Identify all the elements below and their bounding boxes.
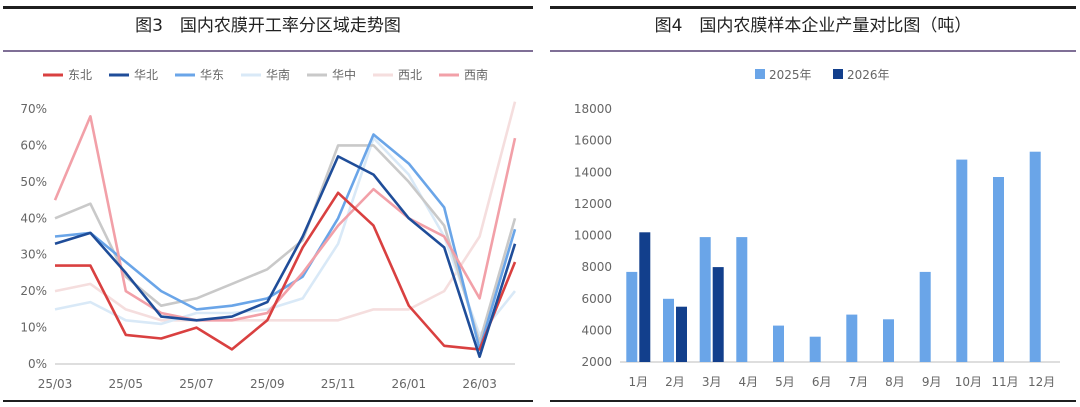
- y-tick-label: 12000: [574, 197, 612, 211]
- y-tick-label: 8000: [581, 260, 612, 274]
- bottom-rule: [550, 400, 1076, 402]
- bar-chart-canvas: 2000 4000 6000 8000 10000 12000 14000 16000 1800…: [574, 68, 1060, 389]
- right-chart-panel: 图4 国内农膜样本企业产量对比图（吨） 2000 4000 6000 8000 1000…: [550, 6, 1076, 402]
- legend-label: 华东: [200, 68, 224, 82]
- y-tick-label: 18000: [574, 102, 612, 116]
- top-rule: [3, 6, 533, 9]
- bar-2026年-1月: [639, 232, 651, 362]
- legend-swatch: [755, 69, 765, 79]
- x-tick-label: 11月: [991, 375, 1018, 389]
- legend-label: 东北: [68, 68, 92, 82]
- series-line-西南: [53, 114, 517, 322]
- series-line-华东: [54, 133, 517, 351]
- x-tick-label: 1月: [629, 375, 649, 389]
- x-tick-label: 26/03: [462, 377, 497, 391]
- x-tick-label: 25/11: [321, 377, 356, 391]
- legend-label: 西南: [464, 67, 488, 82]
- legend-label: 西北: [398, 68, 422, 82]
- y-tick-label: 6000: [581, 292, 612, 306]
- y-tick-label: 2000: [581, 355, 612, 369]
- top-rule: [550, 6, 1076, 9]
- legend: 2025年 2026年: [755, 68, 890, 82]
- bar-2025年-12月: [1029, 151, 1041, 362]
- bar-2025年-9月: [919, 271, 931, 362]
- bar-2025年-3月: [699, 237, 711, 362]
- bar-2025年-8月: [883, 319, 894, 362]
- x-tick-label: 25/05: [108, 377, 143, 391]
- y-tick-label: 60%: [20, 138, 47, 152]
- bar-2026年-3月: [712, 267, 724, 362]
- series-line-东北: [55, 191, 517, 351]
- x-tick-label: 25/03: [38, 377, 73, 391]
- x-tick-label: 4月: [739, 375, 759, 389]
- x-tick-label: 5月: [775, 375, 795, 389]
- bar-2025年-11月: [993, 177, 1004, 362]
- x-tick-label: 6月: [812, 375, 832, 389]
- y-tick-label: 50%: [20, 175, 47, 189]
- right-chart-title: 图4 国内农膜样本企业产量对比图（吨）: [654, 16, 972, 36]
- y-tick-label: 20%: [20, 284, 47, 298]
- series-line-华南: [54, 136, 517, 337]
- bar-2025年-1月: [626, 271, 638, 362]
- legend-label: 2026年: [847, 68, 890, 82]
- y-tick-label: 70%: [20, 102, 47, 116]
- bottom-rule: [3, 400, 533, 402]
- x-tick-label: 12月: [1028, 375, 1055, 389]
- x-tick-label: 26/01: [392, 377, 427, 391]
- legend-swatch: [833, 69, 843, 79]
- y-tick-label: 30%: [20, 248, 47, 262]
- y-tick-label: 16000: [574, 134, 612, 148]
- x-tick-label: 10月: [955, 375, 982, 389]
- legend-label: 2025年: [769, 68, 812, 82]
- title-divider: [550, 50, 1076, 52]
- left-chart-panel: 图3 国内农膜开工率分区域走势图 0% 10% 20% 30% 40% 50% 60% 70%…: [3, 6, 533, 402]
- y-tick-label: 10%: [20, 321, 47, 335]
- y-tick-label: 0%: [28, 357, 47, 371]
- bar-2025年-7月: [846, 314, 858, 362]
- bar-2025年-2月: [663, 298, 674, 363]
- left-chart-title: 图3 国内农膜开工率分区域走势图: [135, 16, 401, 36]
- bar-2025年-6月: [809, 336, 821, 362]
- y-tick-label: 4000: [581, 323, 612, 337]
- legend-label: 华南: [266, 67, 290, 82]
- legend: 东北 华北 华东 华南 华中 西北 西南: [43, 67, 488, 82]
- series-line-西北: [54, 101, 517, 322]
- legend-label: 华北: [134, 68, 158, 82]
- x-tick-label: 8月: [885, 375, 905, 389]
- legend-label: 华中: [332, 67, 356, 82]
- x-tick-label: 25/07: [179, 377, 214, 391]
- x-tick-label: 2月: [665, 375, 685, 389]
- title-divider: [3, 50, 533, 52]
- series-line-华北: [54, 155, 517, 359]
- line-chart-canvas: 0% 10% 20% 30% 40% 50% 60% 70% 25/03 25/05 25/07 25…: [20, 67, 517, 391]
- x-tick-label: 9月: [922, 375, 942, 389]
- x-tick-label: 3月: [702, 375, 722, 389]
- y-tick-label: 10000: [574, 229, 612, 243]
- bar-2026年-2月: [676, 306, 687, 362]
- y-tick-label: 14000: [574, 165, 612, 179]
- x-tick-label: 25/09: [250, 377, 285, 391]
- bar-2025年-4月: [736, 237, 748, 362]
- bar-2025年-10月: [956, 159, 968, 362]
- y-tick-label: 40%: [20, 211, 47, 225]
- bar-2025年-5月: [773, 325, 784, 362]
- x-tick-label: 7月: [849, 375, 869, 389]
